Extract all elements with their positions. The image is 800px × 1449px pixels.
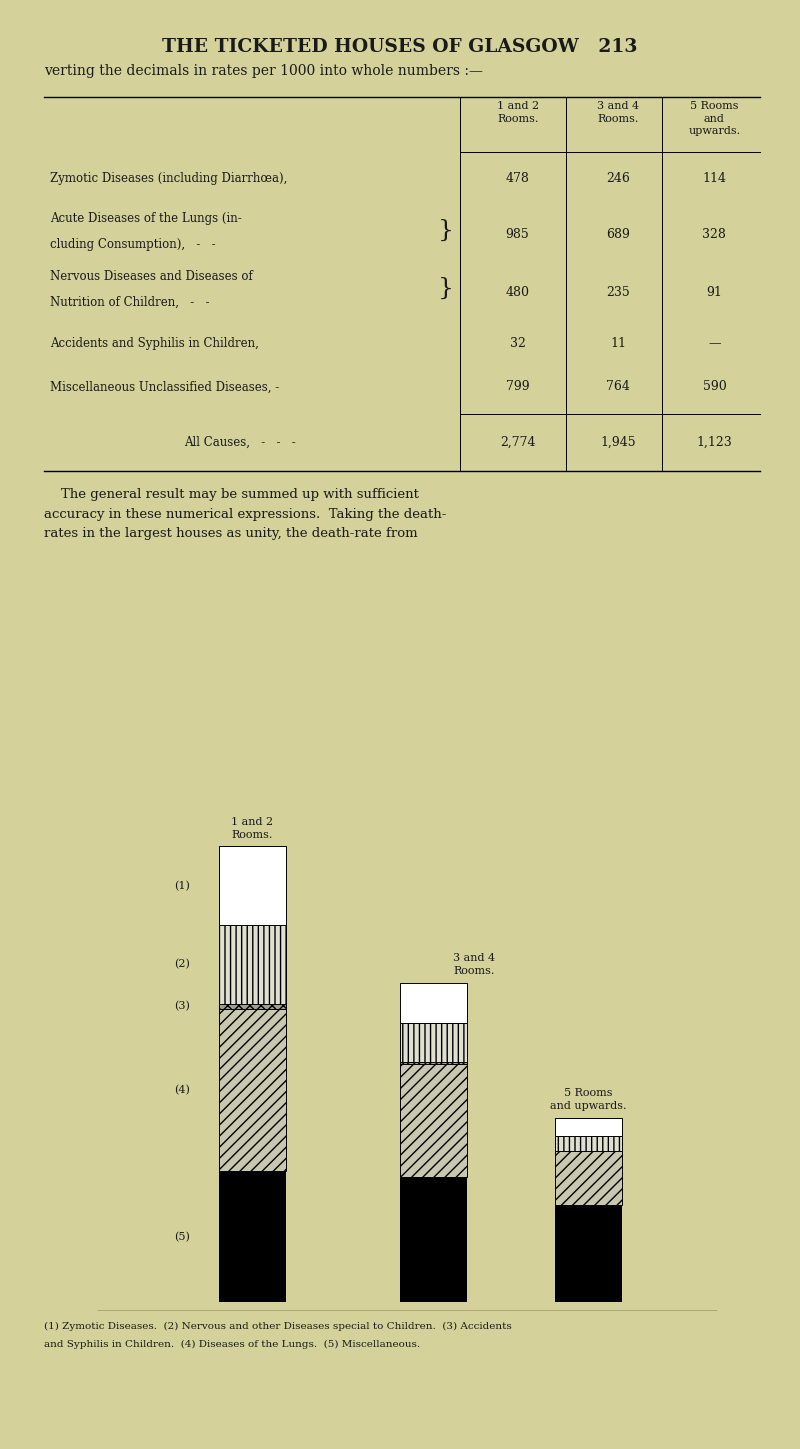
Bar (554, 1136, 622, 1152)
Text: }: } (438, 219, 454, 242)
Bar (554, 1117, 622, 1136)
Text: 32: 32 (510, 338, 526, 349)
Text: 114: 114 (702, 172, 726, 185)
Text: Nervous Diseases and Diseases of: Nervous Diseases and Diseases of (50, 270, 252, 283)
Text: Miscellaneous Unclassified Diseases, -: Miscellaneous Unclassified Diseases, - (50, 381, 279, 393)
Text: 689: 689 (606, 229, 630, 241)
Bar (400, 1177, 467, 1303)
Text: 2,774: 2,774 (500, 436, 535, 449)
Bar (218, 1004, 286, 1009)
Bar (218, 1009, 286, 1171)
Text: 799: 799 (506, 381, 530, 393)
Text: 1,123: 1,123 (697, 436, 732, 449)
Text: 328: 328 (702, 229, 726, 241)
Text: (1): (1) (174, 881, 190, 891)
Text: Accidents and Syphilis in Children,: Accidents and Syphilis in Children, (50, 338, 258, 349)
Text: Zymotic Diseases (including Diarrhœa),: Zymotic Diseases (including Diarrhœa), (50, 172, 287, 185)
Text: 3 and 4
Rooms.: 3 and 4 Rooms. (453, 953, 495, 975)
Text: THE TICKETED HOUSES OF GLASGOW   213: THE TICKETED HOUSES OF GLASGOW 213 (162, 38, 638, 55)
Bar (400, 1062, 467, 1064)
Text: cluding Consumption),   -   -: cluding Consumption), - - (50, 238, 215, 251)
Text: 985: 985 (506, 229, 530, 241)
Bar (400, 982, 467, 1023)
Text: The general result may be summed up with sufficient
accuracy in these numerical : The general result may be summed up with… (44, 488, 446, 540)
Bar (400, 1064, 467, 1177)
Text: 478: 478 (506, 172, 530, 185)
Text: (4): (4) (174, 1085, 190, 1095)
Text: 590: 590 (702, 381, 726, 393)
Text: 764: 764 (606, 381, 630, 393)
Text: Nutrition of Children,   -   -: Nutrition of Children, - - (50, 296, 209, 309)
Text: (5): (5) (174, 1232, 190, 1242)
Text: All Causes,   -   -   -: All Causes, - - - (184, 436, 296, 449)
Text: 5 Rooms
and
upwards.: 5 Rooms and upwards. (688, 101, 741, 136)
Text: 91: 91 (706, 287, 722, 298)
Text: 3 and 4
Rooms.: 3 and 4 Rooms. (598, 101, 639, 123)
Bar (554, 1152, 622, 1206)
Text: Acute Diseases of the Lungs (in-: Acute Diseases of the Lungs (in- (50, 212, 242, 225)
Text: 480: 480 (506, 287, 530, 298)
Text: —: — (708, 338, 721, 349)
Text: and Syphilis in Children.  (4) Diseases of the Lungs.  (5) Miscellaneous.: and Syphilis in Children. (4) Diseases o… (44, 1340, 420, 1349)
Bar (554, 1206, 622, 1303)
Text: (1) Zymotic Diseases.  (2) Nervous and other Diseases special to Children.  (3) : (1) Zymotic Diseases. (2) Nervous and ot… (44, 1321, 512, 1330)
Text: 5 Rooms
and upwards.: 5 Rooms and upwards. (550, 1088, 626, 1111)
Text: (3): (3) (174, 1001, 190, 1011)
Bar (218, 846, 286, 924)
Text: verting the decimals in rates per 1000 into whole numbers :—: verting the decimals in rates per 1000 i… (44, 64, 483, 78)
Text: 1 and 2
Rooms.: 1 and 2 Rooms. (231, 817, 274, 839)
Bar (400, 1023, 467, 1062)
Bar (218, 1171, 286, 1303)
Text: 235: 235 (606, 287, 630, 298)
Text: 1 and 2
Rooms.: 1 and 2 Rooms. (497, 101, 538, 123)
Text: }: } (438, 277, 454, 300)
Text: (2): (2) (174, 959, 190, 969)
Text: 1,945: 1,945 (601, 436, 636, 449)
Text: 246: 246 (606, 172, 630, 185)
Bar (218, 924, 286, 1004)
Text: 11: 11 (610, 338, 626, 349)
